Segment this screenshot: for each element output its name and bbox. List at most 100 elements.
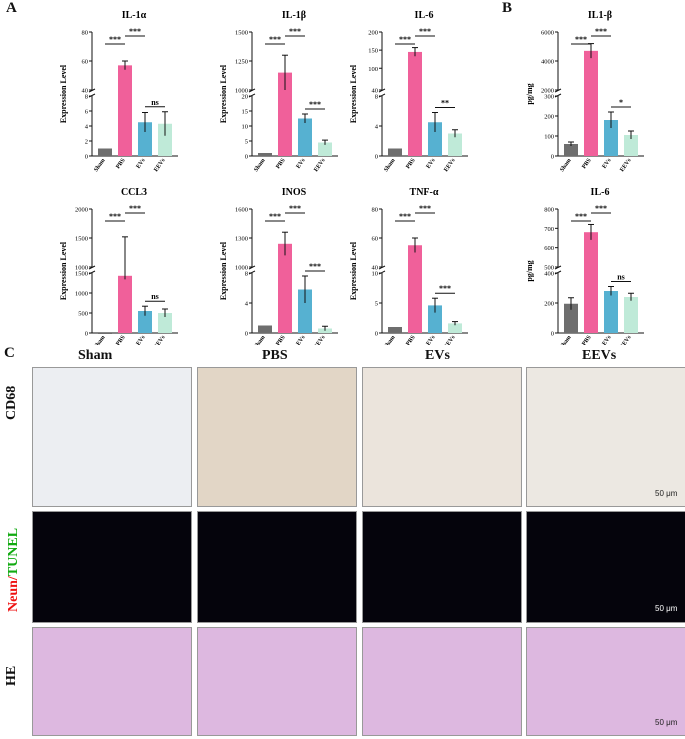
bar-sham-4 — [258, 325, 272, 333]
significance-label-6: *** — [595, 27, 607, 36]
x-tick-label-3: Sham — [93, 335, 106, 345]
significance-label-1: *** — [269, 35, 281, 44]
bar-pbs-5 — [408, 245, 422, 333]
bar-eevs-7 — [624, 297, 638, 333]
col-header-evs: EVs — [425, 348, 450, 363]
y-tick-label-low-5: 5 — [375, 301, 378, 308]
x-tick-label-4: Sham — [253, 335, 266, 345]
panel-letter-c: C — [4, 345, 15, 361]
bar-pbs-0 — [118, 65, 132, 156]
bar-eevs-5 — [448, 323, 462, 333]
significance-label-5: *** — [419, 204, 431, 213]
y-tick-label-high-1: 1000 — [235, 88, 248, 95]
bar-eevs-0 — [158, 123, 172, 156]
row-label-neun-tunel: Neun/TUNEL — [6, 528, 22, 612]
panel-letter-a: A — [6, 0, 17, 16]
y-tick-label-high-2: 40 — [372, 88, 379, 95]
bar-eevs-3 — [158, 313, 172, 333]
y-tick-label-low-5: 10 — [372, 271, 379, 278]
bar-sham-0 — [98, 148, 112, 156]
bar-evs-2 — [428, 122, 442, 156]
significance-label-6: *** — [575, 35, 587, 44]
bar-pbs-4 — [278, 243, 292, 333]
x-tick-label-0: PBS — [115, 157, 127, 170]
y-tick-label-low-3: 500 — [78, 311, 88, 318]
x-tick-label-0: Sham — [93, 158, 106, 173]
x-tick-label-1: PBS — [275, 157, 287, 170]
significance-label-3: *** — [129, 204, 141, 213]
y-tick-label-low-4: 8 — [245, 271, 248, 278]
bar-sham-3 — [98, 332, 112, 334]
bar-eevs-1 — [318, 142, 332, 156]
bar-sham-2 — [388, 148, 402, 156]
y-tick-label-low-6: 300 — [544, 94, 554, 101]
y-tick-label-low-1: 10 — [242, 124, 249, 131]
y-tick-label-low-7: 400 — [544, 271, 554, 278]
significance-label-4: *** — [289, 204, 301, 213]
y-tick-label-low-3: 0 — [85, 331, 88, 338]
chart-title-6: IL1-β — [588, 10, 612, 21]
y-tick-label-high-0: 60 — [82, 59, 89, 66]
significance-label-0: *** — [109, 35, 121, 44]
y-tick-label-high-3: 2000 — [75, 207, 88, 214]
x-tick-label-3: EEVs — [153, 334, 167, 345]
x-tick-label-5: PBS — [405, 334, 417, 345]
x-tick-label-1: Sham — [253, 158, 266, 173]
bar-pbs-1 — [278, 72, 292, 156]
y-tick-label-high-3: 1500 — [75, 236, 88, 243]
tile-cd68-evs — [362, 367, 522, 507]
y-tick-label-high-0: 80 — [82, 30, 89, 37]
y-tick-label-high-0: 40 — [82, 88, 89, 95]
y-axis-label-5: Expression Level — [349, 241, 358, 300]
significance-label-2: ** — [441, 99, 449, 108]
y-axis-label-7: pg/mg — [525, 260, 534, 281]
significance-label-2: *** — [399, 35, 411, 44]
bar-pbs-6 — [584, 50, 598, 156]
bar-sham-5 — [388, 327, 402, 333]
tile-cd68-pbs — [197, 367, 357, 507]
bar-eevs-2 — [448, 133, 462, 156]
bar-sham-7 — [564, 303, 578, 333]
scale-bar-cd68: 50 μm — [655, 489, 678, 498]
panel-letter-b: B — [502, 0, 513, 16]
y-tick-label-low-0: 0 — [85, 154, 88, 161]
y-tick-label-high-6: 4000 — [541, 59, 554, 66]
x-tick-label-5: EEVs — [443, 334, 457, 345]
x-tick-label-6: Sham — [559, 158, 572, 173]
significance-label-1: *** — [289, 27, 301, 36]
significance-label-2: *** — [419, 27, 431, 36]
significance-label-0: ns — [151, 98, 159, 107]
x-tick-label-7: PBS — [581, 334, 593, 345]
y-axis-label-6: pg/mg — [525, 83, 534, 104]
scale-bar-tunel: 50 μm — [655, 604, 678, 613]
x-tick-label-4: EVs — [296, 334, 307, 345]
y-tick-label-low-2: 8 — [375, 94, 378, 101]
chart-title-0: IL-1α — [122, 10, 147, 21]
y-tick-label-low-4: 4 — [245, 301, 249, 308]
significance-label-4: *** — [269, 212, 281, 221]
y-tick-label-high-2: 150 — [368, 48, 378, 55]
significance-label-7: *** — [595, 204, 607, 213]
scale-bar-he: 50 μm — [655, 718, 678, 727]
col-header-sham: Sham — [78, 348, 113, 363]
x-tick-label-0: EVs — [136, 157, 147, 170]
y-tick-label-high-4: 1600 — [235, 207, 248, 214]
chart-title-2: IL-6 — [415, 10, 434, 21]
bar-pbs-3 — [118, 275, 132, 333]
y-axis-label-4: Expression Level — [219, 241, 228, 300]
row-label-cd68: CD68 — [4, 385, 19, 420]
y-tick-label-low-6: 200 — [544, 114, 554, 121]
x-tick-label-3: PBS — [115, 334, 127, 345]
significance-label-3: *** — [109, 212, 121, 221]
bar-evs-1 — [298, 118, 312, 156]
bar-evs-4 — [298, 289, 312, 333]
significance-label-6: * — [619, 98, 623, 107]
bar-pbs-2 — [408, 51, 422, 156]
y-axis-label-3: Expression Level — [59, 241, 68, 300]
tile-cd68-eevs — [526, 367, 685, 507]
y-tick-label-high-6: 2000 — [541, 88, 554, 95]
x-tick-label-1: EVs — [296, 157, 307, 170]
tunel-label: TUNEL — [6, 527, 21, 577]
y-tick-label-low-0: 2 — [85, 139, 88, 146]
